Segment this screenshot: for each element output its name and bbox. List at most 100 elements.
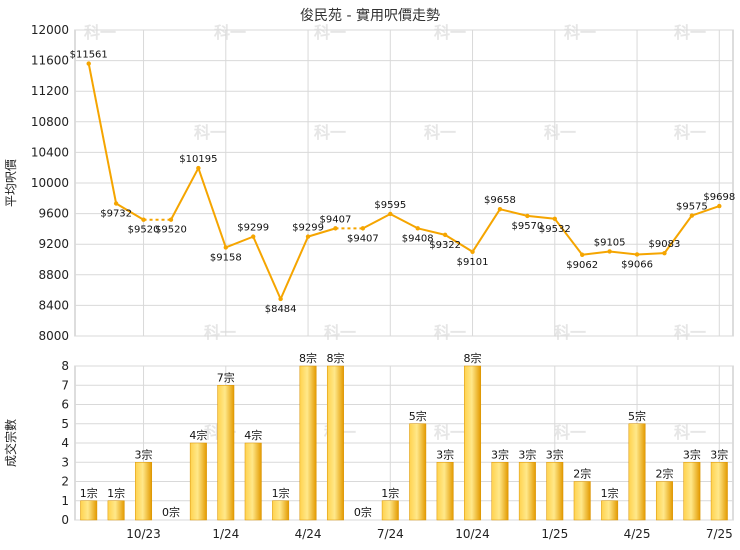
line-series-segment: [609, 250, 638, 256]
line-y-tick-label: 10000: [31, 176, 69, 190]
line-data-label: $9101: [457, 257, 489, 268]
watermark-text: 科一: [194, 123, 226, 142]
line-y-tick-label: 9200: [38, 237, 69, 251]
volume-bar-label: 2宗: [573, 467, 591, 481]
volume-bar: [326, 365, 344, 521]
chart-title: 俊民苑 - 實用呎價走勢: [300, 7, 440, 24]
watermark-text: 科一: [314, 123, 346, 142]
line-data-point: [470, 249, 475, 254]
bar-y-tick-label: 1: [61, 494, 69, 508]
bar-y-tick-label: 8: [61, 359, 69, 373]
watermark-text: 科一: [554, 323, 586, 342]
line-data-point: [634, 252, 640, 257]
volume-bar: [628, 423, 646, 521]
volume-bar-label: 3宗: [436, 447, 454, 461]
line-series-segment: [553, 218, 584, 256]
line-data-label: $9732: [100, 209, 132, 220]
volume-bar: [683, 462, 701, 521]
line-data-point: [525, 213, 530, 219]
volume-bar-label: 5宗: [628, 409, 646, 423]
line-y-tick-label: 11600: [31, 54, 69, 68]
line-data-label: $9158: [210, 252, 242, 263]
line-data-point: [251, 234, 256, 239]
volume-bar: [464, 365, 482, 521]
line-data-label: $9062: [566, 260, 598, 271]
line-y-tick-label: 12000: [31, 23, 69, 37]
volume-bar-label: 1宗: [107, 486, 125, 500]
x-tick-label: 1/25: [541, 527, 568, 541]
bar-y-tick-label: 0: [61, 513, 69, 527]
volume-bar-label: 0宗: [162, 505, 180, 519]
watermark-text: 科一: [564, 23, 596, 42]
volume-bar: [655, 481, 673, 521]
line-series-segment: [362, 213, 391, 230]
line-data-point: [278, 296, 283, 302]
volume-bar-label: 3宗: [683, 447, 701, 461]
volume-bar-label: 1宗: [80, 486, 98, 500]
x-tick-label: 4/25: [624, 527, 651, 541]
volume-bar: [573, 481, 591, 521]
volume-bar-label: 8宗: [464, 351, 482, 365]
line-data-label: $9658: [484, 195, 516, 206]
line-series-segment: [197, 167, 227, 248]
volume-bar-label: 4宗: [244, 428, 262, 442]
line-data-label: $9083: [649, 239, 681, 250]
volume-bar: [272, 500, 290, 521]
line-data-label: $9520: [155, 225, 187, 236]
volume-bar-label: 3宗: [135, 447, 153, 461]
volume-bar: [135, 462, 153, 521]
volume-bar: [80, 500, 98, 521]
line-series-segment: [636, 252, 665, 256]
line-data-label: $9407: [347, 233, 379, 244]
line-data-label: $9299: [292, 223, 324, 234]
volume-bar-label: 8宗: [326, 351, 344, 365]
line-data-point: [141, 217, 146, 222]
volume-bar: [217, 385, 235, 521]
bar-y-axis-label: 成交宗數: [3, 419, 18, 467]
line-data-label: $9322: [429, 240, 461, 251]
volume-bar-label: 3宗: [491, 447, 509, 461]
line-data-label: $9575: [676, 202, 708, 213]
line-data-label: $10195: [179, 154, 217, 165]
watermark-text: 科一: [84, 23, 116, 42]
volume-bar-label: 1宗: [381, 486, 399, 500]
line-data-point: [689, 213, 695, 218]
volume-bar-label: 2宗: [655, 467, 673, 481]
bar-y-tick-label: 2: [61, 475, 69, 489]
volume-bar: [601, 500, 619, 521]
line-data-label: $9698: [703, 192, 735, 203]
watermark-text: 科一: [554, 423, 586, 442]
watermark-text: 科一: [324, 323, 356, 342]
line-data-point: [552, 216, 557, 222]
line-y-tick-label: 8800: [38, 268, 69, 282]
line-data-label: $9105: [594, 237, 626, 248]
line-data-point: [113, 201, 119, 206]
volume-bar: [244, 442, 262, 521]
bar-y-tick-label: 4: [61, 436, 69, 450]
volume-bar: [409, 423, 427, 521]
watermark-text: 科一: [674, 423, 706, 442]
line-data-point: [607, 249, 612, 254]
line-data-point: [196, 165, 201, 171]
line-data-label: $9299: [237, 223, 269, 234]
line-series-segment: [389, 213, 419, 230]
watermark-text: 科一: [204, 323, 236, 342]
volume-bar: [546, 462, 564, 521]
line-y-tick-label: 10800: [31, 115, 69, 129]
line-data-point: [717, 203, 722, 209]
line-series-segment: [499, 208, 528, 217]
line-data-point: [305, 234, 311, 239]
watermark-text: 科一: [214, 23, 246, 42]
line-data-point: [662, 250, 667, 256]
line-data-point: [580, 252, 585, 257]
bar-y-tick-label: 5: [61, 417, 69, 431]
line-data-point: [333, 226, 338, 231]
watermark-text: 科一: [674, 23, 706, 42]
line-data-point: [415, 226, 420, 231]
line-data-label: $8484: [265, 304, 297, 315]
volume-bar: [491, 462, 509, 521]
bar-y-tick-label: 3: [61, 455, 69, 469]
watermark-text: 科一: [544, 123, 576, 142]
